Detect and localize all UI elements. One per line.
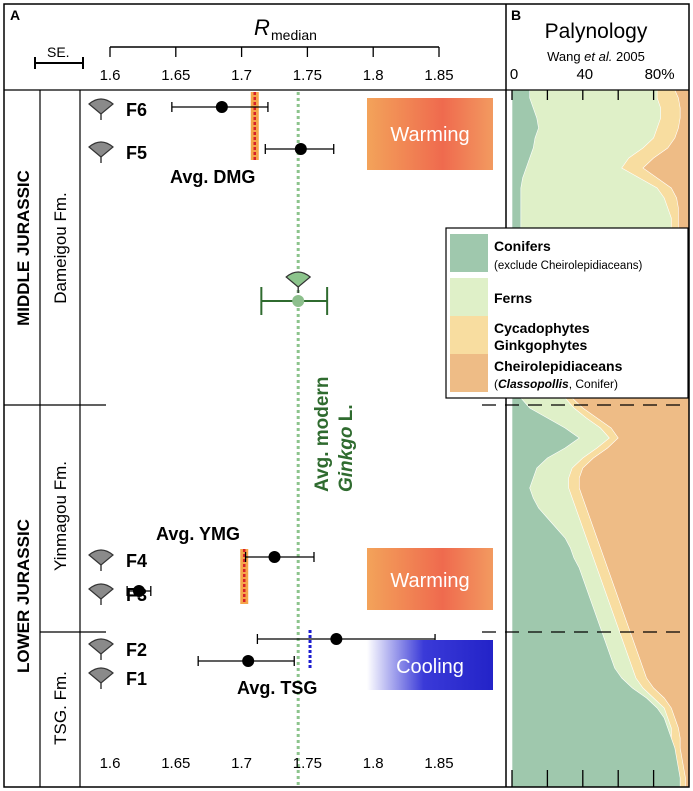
axis-title-r: R <box>254 15 270 40</box>
legend-cycado-label: Cycadophytes <box>494 320 590 336</box>
bottom-tick-label-4: 1.8 <box>363 755 384 772</box>
climate-box-cooling: Cooling <box>367 640 493 690</box>
epoch-label-lower: LOWER JURASSIC <box>14 519 33 673</box>
fossil-label-F1: F1 <box>126 669 147 689</box>
axis-title-sub: median <box>271 27 317 43</box>
average-markers: Avg. DMG Avg. YMG Avg. TSG <box>156 92 317 698</box>
modern-label-genus: Ginkgo <box>336 427 357 492</box>
source-author: Wang <box>547 49 584 64</box>
palynology-tick-label-1: 40 <box>576 66 593 83</box>
legend-swatch-conifers <box>450 234 488 272</box>
source-year: 2005 <box>612 49 645 64</box>
se-scale-bar <box>34 57 84 69</box>
ginkgo-leaf-icon-F3 <box>88 583 114 605</box>
panel-a-label: A <box>10 7 20 23</box>
legend-conifers-note: (exclude Cheirolepidiaceans) <box>494 260 642 272</box>
fossil-label-F5: F5 <box>126 143 147 163</box>
palynology-source: Wang et al. 2005 <box>547 49 645 64</box>
avg-label-2: Avg. TSG <box>237 678 317 698</box>
modern-label-author: L. <box>336 404 357 426</box>
legend-cheiro-close: , Conifer) <box>569 377 618 391</box>
figure-frame <box>3 3 690 788</box>
top-axis-ticks: 1.6 1.65 1.7 1.75 1.8 1.85 <box>100 47 454 84</box>
legend-conifers-label: Conifers <box>494 238 551 254</box>
top-tick-label-1: 1.65 <box>161 67 190 84</box>
fossil-label-F6: F6 <box>126 100 147 120</box>
epoch-label-middle: MIDDLE JURASSIC <box>14 170 33 326</box>
modern-ginkgo-leaf-icon <box>285 271 312 293</box>
palynology-area-chart <box>511 89 690 788</box>
legend-cheiro-note: (Classopollis, Conifer) <box>494 377 618 391</box>
ginkgo-leaf-icon-F2 <box>88 638 114 660</box>
legend-swatch-ferns <box>450 278 488 316</box>
modern-label-line2: Ginkgo L. <box>336 404 357 492</box>
palynology-title: Palynology <box>545 20 648 43</box>
climate-box-warming-2: Warming <box>367 548 493 610</box>
ginkgo-leaf-icon-F6 <box>88 98 114 120</box>
climate-label-cooling: Cooling <box>396 656 464 678</box>
modern-ginkgo-marker <box>260 271 329 315</box>
ginkgo-leaf-icon-F1 <box>88 667 114 689</box>
bottom-tick-label-2: 1.7 <box>231 755 252 772</box>
formation-label-tsg: TSG. Fm. <box>51 671 70 745</box>
fossil-label-F2: F2 <box>126 640 147 660</box>
fossil-label-F4: F4 <box>126 551 147 571</box>
legend-cheiro-label: Cheirolepidiaceans <box>494 358 623 374</box>
palynology-tick-label-0: 0 <box>510 66 518 83</box>
bottom-tick-label-1: 1.65 <box>161 755 190 772</box>
point-F5 <box>294 143 307 155</box>
modern-label-line1: Avg. modern <box>312 377 333 492</box>
formation-label-yinmagou: Yinmagou Fm. <box>51 461 70 571</box>
bottom-axis-ticks: 1.6 1.65 1.7 1.75 1.8 1.85 <box>100 755 454 772</box>
ginkgo-leaf-icon-F5 <box>88 141 114 163</box>
area-conifers <box>511 89 681 788</box>
top-tick-label-5: 1.85 <box>424 67 453 84</box>
fossil-points: F6F5F4F3F2F1 <box>88 98 436 689</box>
point-F2 <box>330 633 343 645</box>
source-etal: et al. <box>584 49 612 64</box>
legend-cheiro-open: ( <box>494 377 498 391</box>
bottom-tick-label-5: 1.85 <box>424 755 453 772</box>
bottom-tick-label-3: 1.75 <box>293 755 322 772</box>
legend-cheiro-genus: Classopollis <box>498 377 569 391</box>
ginkgo-leaf-icon-F4 <box>88 549 114 571</box>
palynology-tick-label-2: 80% <box>645 66 675 83</box>
avg-bar-0 <box>250 92 259 160</box>
bottom-tick-label-0: 1.6 <box>100 755 121 772</box>
legend-ferns-label: Ferns <box>494 290 532 306</box>
top-tick-label-0: 1.6 <box>100 67 121 84</box>
avg-label-0: Avg. DMG <box>170 167 255 187</box>
modern-point <box>292 295 305 307</box>
point-F4 <box>268 551 281 563</box>
legend-ginkgo-label: Ginkgophytes <box>494 337 588 353</box>
top-tick-label-2: 1.7 <box>231 67 252 84</box>
climate-label-warming-1: Warming <box>390 124 469 146</box>
avg-label-1: Avg. YMG <box>156 524 240 544</box>
palynology-legend: Conifers (exclude Cheirolepidiaceans) Fe… <box>445 227 689 399</box>
panel-b-label: B <box>511 7 521 23</box>
palynology-axis-ticks: 0 40 80% <box>510 66 675 787</box>
climate-box-warming-1: Warming <box>367 98 493 170</box>
legend-swatch-cycado <box>450 316 488 354</box>
point-F1 <box>242 655 255 667</box>
se-label: SE. <box>47 44 70 60</box>
climate-label-warming-2: Warming <box>390 570 469 592</box>
point-F3 <box>132 585 145 597</box>
legend-swatch-cheiro <box>450 354 488 392</box>
formation-label-dameigou: Dameigou Fm. <box>51 192 70 303</box>
point-F6 <box>215 101 228 113</box>
top-tick-label-4: 1.8 <box>363 67 384 84</box>
top-tick-label-3: 1.75 <box>293 67 322 84</box>
